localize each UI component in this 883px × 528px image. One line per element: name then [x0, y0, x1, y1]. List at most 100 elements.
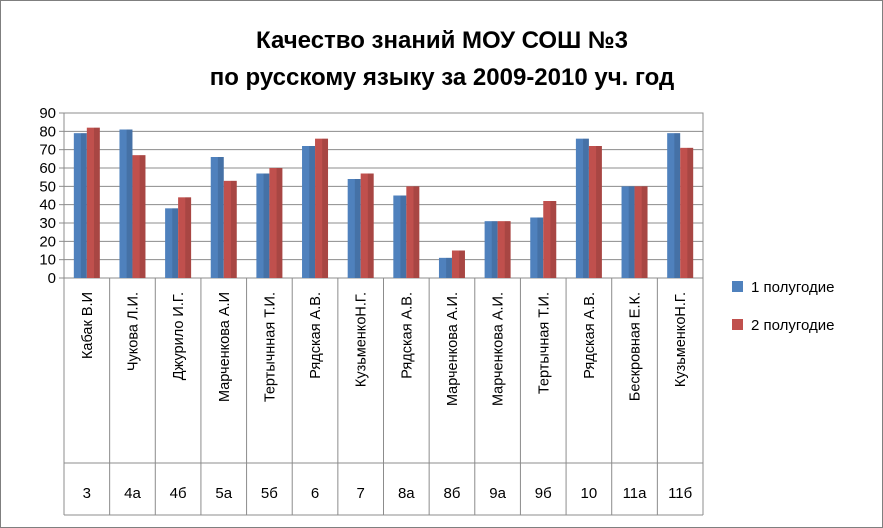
- bar-shade: [93, 127, 100, 279]
- bar-2: [543, 201, 557, 278]
- bar-body: [73, 133, 87, 278]
- y-tick-label: 70: [39, 142, 56, 159]
- bar-shade: [322, 138, 329, 278]
- y-tick-label: 20: [39, 233, 56, 250]
- chart-title-line-1: Качество знаний МОУ СОШ №3: [256, 27, 628, 54]
- bar-1: [210, 157, 224, 278]
- bar-2: [634, 186, 648, 278]
- bar-body: [347, 179, 361, 278]
- bar-2: [315, 138, 329, 278]
- bar-2: [360, 173, 374, 278]
- bar-body: [451, 250, 465, 278]
- bar-1: [347, 179, 361, 278]
- class-label: 9б: [535, 485, 552, 502]
- bar-shade: [491, 221, 498, 278]
- bar-body: [178, 197, 192, 278]
- bar-shade: [537, 217, 544, 278]
- class-label: 9а: [489, 485, 506, 502]
- bar-2: [588, 146, 602, 278]
- teacher-label: Марченкова А.И.: [445, 292, 461, 406]
- y-tick-label: 40: [39, 197, 56, 214]
- bar-shade: [172, 208, 179, 278]
- bar-1: [393, 195, 407, 278]
- bar-2: [406, 186, 420, 278]
- class-label: 11б: [668, 485, 692, 502]
- bar-1: [73, 133, 87, 278]
- y-tick-label: 0: [48, 270, 56, 287]
- y-tick-label: 30: [39, 215, 56, 232]
- bar-body: [165, 208, 179, 278]
- bar-body: [223, 180, 237, 278]
- bar-shade: [230, 180, 237, 278]
- bar-shade: [217, 157, 224, 278]
- bar-shade: [583, 138, 589, 278]
- legend-swatch: [732, 281, 743, 292]
- gridlines: [63, 112, 704, 279]
- teacher-label: Рядская А.В.: [582, 292, 598, 379]
- y-tick-label: 90: [39, 105, 56, 122]
- bar-shade: [185, 197, 192, 278]
- bar-shade: [263, 173, 270, 278]
- bar-body: [621, 186, 635, 278]
- bar-shade: [446, 257, 452, 278]
- bar-shade: [354, 179, 361, 278]
- bar-1: [621, 186, 635, 278]
- class-label: 7: [357, 485, 365, 502]
- teacher-label: Рядская А.В.: [399, 292, 415, 379]
- category-table: Кабак В.И 3 Чукова Л.И. 4а Джурило И.Г. 4б Мар…: [63, 278, 704, 516]
- bar-body: [497, 221, 511, 278]
- bar-2: [451, 250, 465, 278]
- bar-body: [256, 173, 270, 278]
- bar-body: [484, 221, 498, 278]
- teacher-label: Рядская А.В.: [308, 292, 324, 379]
- teacher-label: Тертычнная Т.И.: [262, 292, 278, 402]
- teacher-label: Тертычная Т.И.: [536, 292, 552, 394]
- class-label: 6: [311, 485, 319, 502]
- bar-1: [530, 217, 544, 278]
- bar-shade: [400, 195, 407, 278]
- bar-body: [575, 138, 589, 278]
- bar-shade: [126, 129, 133, 278]
- class-label: 8б: [443, 485, 460, 502]
- bar-2: [132, 155, 146, 278]
- legend: 1 полугодие 2 полугодие: [732, 279, 835, 334]
- bar-shade: [687, 147, 694, 278]
- bar-2: [178, 197, 192, 278]
- bar-shade: [80, 133, 87, 278]
- bar-body: [132, 155, 146, 278]
- bar-shade: [276, 168, 283, 278]
- bar-shade: [628, 186, 635, 278]
- teacher-label: Марченкова А.И.: [491, 292, 507, 406]
- teacher-label: КузьменкоН.Г.: [673, 292, 689, 387]
- bar-body: [302, 146, 316, 278]
- bar-body: [315, 138, 329, 278]
- bar-body: [667, 133, 681, 278]
- bar-body: [269, 168, 283, 278]
- bar-1: [119, 129, 133, 278]
- bar-shade: [139, 155, 146, 278]
- bar-1: [302, 146, 316, 278]
- bar-body: [680, 147, 694, 278]
- legend-swatch: [732, 319, 743, 330]
- bar-shade: [641, 186, 648, 278]
- teacher-label: Чукова Л.И.: [125, 292, 141, 371]
- bar-body: [210, 157, 224, 278]
- bar-body: [588, 146, 602, 278]
- bar-shade: [596, 146, 602, 278]
- class-label: 11а: [623, 485, 648, 502]
- bar-2: [497, 221, 511, 278]
- bar-body: [393, 195, 407, 278]
- y-tick-label: 80: [39, 123, 56, 140]
- bar-body: [634, 186, 648, 278]
- bar-2: [223, 180, 237, 278]
- class-label: 5б: [261, 485, 278, 502]
- bar-shade: [367, 173, 374, 278]
- bar-shade: [459, 250, 465, 278]
- bar-1: [438, 257, 452, 278]
- bar-2: [680, 147, 694, 278]
- class-label: 4б: [170, 485, 187, 502]
- plot-frame: [63, 112, 704, 279]
- teacher-label: Джурило И.Г.: [171, 292, 187, 380]
